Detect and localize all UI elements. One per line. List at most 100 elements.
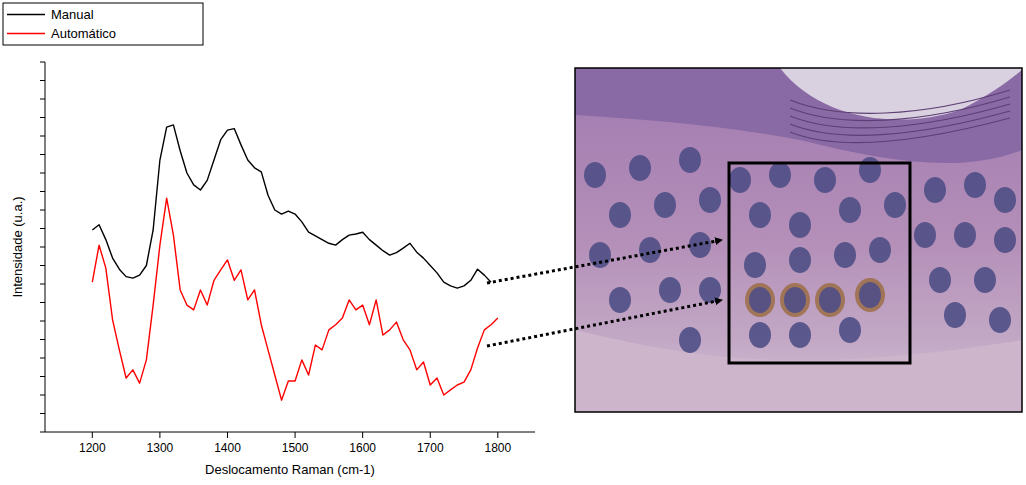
nucleus xyxy=(859,157,881,183)
pigment xyxy=(780,283,810,317)
x-tick-label: 1200 xyxy=(79,441,106,455)
y-tick xyxy=(40,80,45,81)
y-tick xyxy=(40,99,45,100)
nucleus xyxy=(964,172,986,198)
x-tick xyxy=(497,432,498,438)
y-axis-title: Intensidade (u.a.) xyxy=(10,196,25,297)
x-axis-title: Deslocamento Raman (cm-1) xyxy=(205,462,375,477)
arrow xyxy=(487,240,722,283)
plot-area xyxy=(92,125,498,400)
pigment xyxy=(745,283,775,317)
nucleus xyxy=(884,192,906,218)
y-tick xyxy=(40,432,45,433)
y-tick xyxy=(40,265,45,266)
x-tick-label: 1500 xyxy=(282,441,309,455)
y-tick xyxy=(40,284,45,285)
nucleus xyxy=(629,155,651,181)
arrow xyxy=(487,300,722,346)
stratum xyxy=(575,68,1022,163)
pigment xyxy=(855,278,885,312)
nucleus xyxy=(584,162,606,188)
y-tick xyxy=(40,376,45,377)
nucleus xyxy=(749,322,771,348)
nucleus xyxy=(974,267,996,293)
nucleus xyxy=(914,222,936,248)
nucleus xyxy=(659,277,681,303)
y-tick xyxy=(40,413,45,414)
nucleus xyxy=(834,242,856,268)
y-tick xyxy=(40,173,45,174)
x-tick-label: 1300 xyxy=(147,441,174,455)
y-tick xyxy=(40,154,45,155)
fiber xyxy=(790,104,1010,128)
y-tick xyxy=(40,395,45,396)
nucleus xyxy=(729,167,751,193)
nucleus xyxy=(994,227,1016,253)
x-tick xyxy=(430,432,431,438)
nucleus xyxy=(929,267,951,293)
pigment xyxy=(815,283,845,317)
nucleus xyxy=(589,242,611,268)
tissue-bg xyxy=(575,68,1022,412)
y-tick xyxy=(40,117,45,118)
nucleus xyxy=(839,197,861,223)
nucleus xyxy=(954,222,976,248)
nucleus xyxy=(819,287,841,313)
x-tick-label: 1800 xyxy=(484,441,511,455)
x-axis xyxy=(45,432,535,433)
series-line xyxy=(92,198,498,400)
nucleus xyxy=(769,162,791,188)
legend-swatch xyxy=(7,33,45,35)
fiber xyxy=(790,111,1010,135)
micrograph xyxy=(575,68,1022,412)
fiber xyxy=(790,118,1010,143)
nucleus xyxy=(609,202,631,228)
y-tick xyxy=(40,191,45,192)
nucleus xyxy=(749,287,771,313)
x-tick-label: 1600 xyxy=(349,441,376,455)
nucleus xyxy=(839,317,861,343)
x-tick xyxy=(362,432,363,438)
legend-box xyxy=(3,3,203,45)
nucleus xyxy=(994,187,1016,213)
y-tick xyxy=(40,302,45,303)
y-tick xyxy=(40,247,45,248)
legend-label: Manual xyxy=(51,7,94,22)
nucleus xyxy=(654,192,676,218)
nucleus xyxy=(869,237,891,263)
x-tick-label: 1400 xyxy=(214,441,241,455)
nucleus xyxy=(744,252,766,278)
nucleus xyxy=(789,212,811,238)
fiber xyxy=(790,90,1010,113)
nucleus xyxy=(699,187,721,213)
nucleus xyxy=(989,307,1011,333)
stratum-light xyxy=(780,68,1022,120)
nucleus xyxy=(789,322,811,348)
x-tick-label: 1700 xyxy=(417,441,444,455)
series-line xyxy=(92,125,491,288)
micrograph-content xyxy=(575,68,1022,412)
nucleus xyxy=(679,147,701,173)
y-tick xyxy=(40,321,45,322)
legend-label: Automático xyxy=(51,26,116,41)
y-tick xyxy=(40,210,45,211)
fiber xyxy=(790,97,1010,121)
nucleus xyxy=(859,282,881,308)
micrograph-frame xyxy=(575,68,1022,412)
nucleus xyxy=(749,202,771,228)
nucleus xyxy=(924,177,946,203)
nucleus xyxy=(699,277,721,303)
y-tick xyxy=(40,339,45,340)
x-tick xyxy=(227,432,228,438)
y-tick xyxy=(40,136,45,137)
legend: Manual Automático xyxy=(3,3,203,45)
nucleus xyxy=(609,287,631,313)
x-tick xyxy=(159,432,160,438)
y-tick xyxy=(40,62,45,63)
nucleus xyxy=(679,327,701,353)
nucleus xyxy=(944,302,966,328)
y-tick xyxy=(40,358,45,359)
nucleus xyxy=(784,287,806,313)
x-tick xyxy=(92,432,93,438)
nucleus xyxy=(789,247,811,273)
